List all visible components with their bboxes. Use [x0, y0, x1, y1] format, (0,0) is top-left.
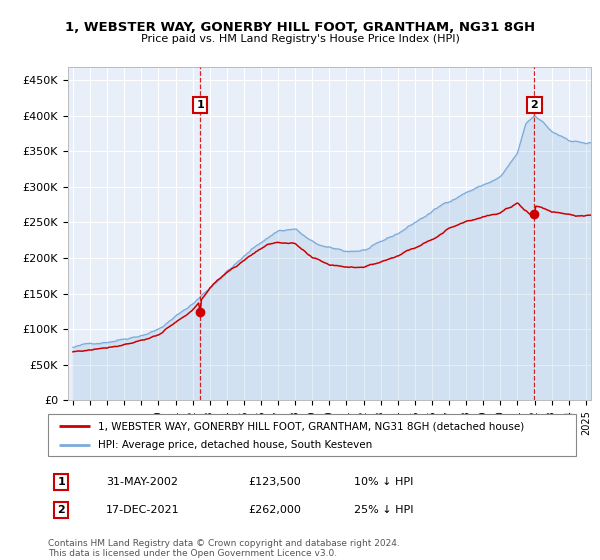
Text: 2: 2 — [58, 505, 65, 515]
Text: £123,500: £123,500 — [248, 477, 301, 487]
Text: Price paid vs. HM Land Registry's House Price Index (HPI): Price paid vs. HM Land Registry's House … — [140, 34, 460, 44]
Text: 1, WEBSTER WAY, GONERBY HILL FOOT, GRANTHAM, NG31 8GH (detached house): 1, WEBSTER WAY, GONERBY HILL FOOT, GRANT… — [98, 421, 524, 431]
Text: 1: 1 — [196, 100, 204, 110]
Text: HPI: Average price, detached house, South Kesteven: HPI: Average price, detached house, Sout… — [98, 440, 373, 450]
Text: £262,000: £262,000 — [248, 505, 302, 515]
Text: 1: 1 — [58, 477, 65, 487]
Text: Contains HM Land Registry data © Crown copyright and database right 2024.
This d: Contains HM Land Registry data © Crown c… — [48, 539, 400, 558]
Text: 10% ↓ HPI: 10% ↓ HPI — [354, 477, 413, 487]
Text: 25% ↓ HPI: 25% ↓ HPI — [354, 505, 414, 515]
Text: 2: 2 — [530, 100, 538, 110]
Text: 17-DEC-2021: 17-DEC-2021 — [106, 505, 180, 515]
FancyBboxPatch shape — [48, 414, 576, 456]
Text: 31-MAY-2002: 31-MAY-2002 — [106, 477, 178, 487]
Text: 1, WEBSTER WAY, GONERBY HILL FOOT, GRANTHAM, NG31 8GH: 1, WEBSTER WAY, GONERBY HILL FOOT, GRANT… — [65, 21, 535, 34]
